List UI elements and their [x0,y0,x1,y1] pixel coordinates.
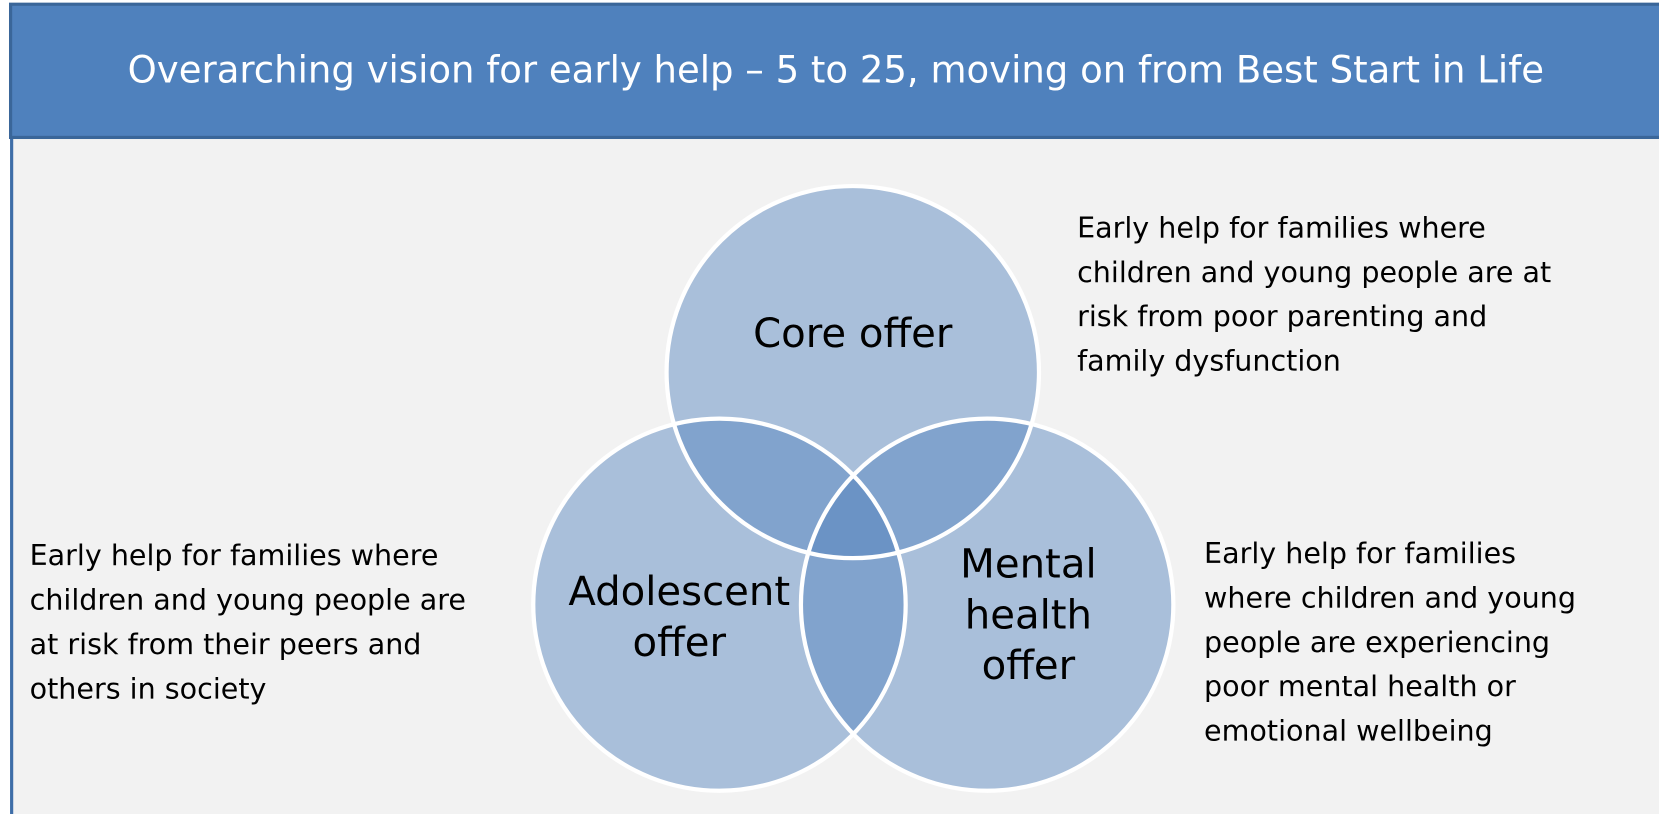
node-label: Adolescent [568,569,790,615]
node-description: children and young people are [30,583,466,617]
node-description: Early help for families [1204,536,1516,570]
node-description: family dysfunction [1077,344,1341,378]
venn-outline [664,183,1042,561]
node-description: where children and young [1204,580,1576,614]
body-panel [10,137,1659,814]
node-label: offer [632,620,726,666]
venn [531,183,1176,793]
header-title: Overarching vision for early help – 5 to… [128,48,1544,91]
node-description: poor mental health or [1204,669,1516,703]
venn-circle [533,418,906,791]
node-description: Early help for families where [30,538,439,572]
node-description: emotional wellbeing [1204,714,1493,748]
node-label: offer [982,643,1076,689]
node-description: risk from poor parenting and [1077,299,1487,333]
venn-outline [798,416,1176,793]
node-label: Core offer [753,311,953,357]
venn-outline [531,416,908,793]
venn-circle [666,186,1039,559]
node-label: Mental [960,542,1096,588]
venn-circle [800,418,1174,791]
node-description: others in society [30,671,267,705]
node-description: at risk from their peers and [30,627,422,661]
header-bar [8,2,1659,140]
node-description: people are experiencing [1204,625,1550,659]
node-description: Early help for families where [1077,210,1486,244]
node-label: health [965,592,1092,638]
node-description: children and young people are at [1077,255,1551,289]
